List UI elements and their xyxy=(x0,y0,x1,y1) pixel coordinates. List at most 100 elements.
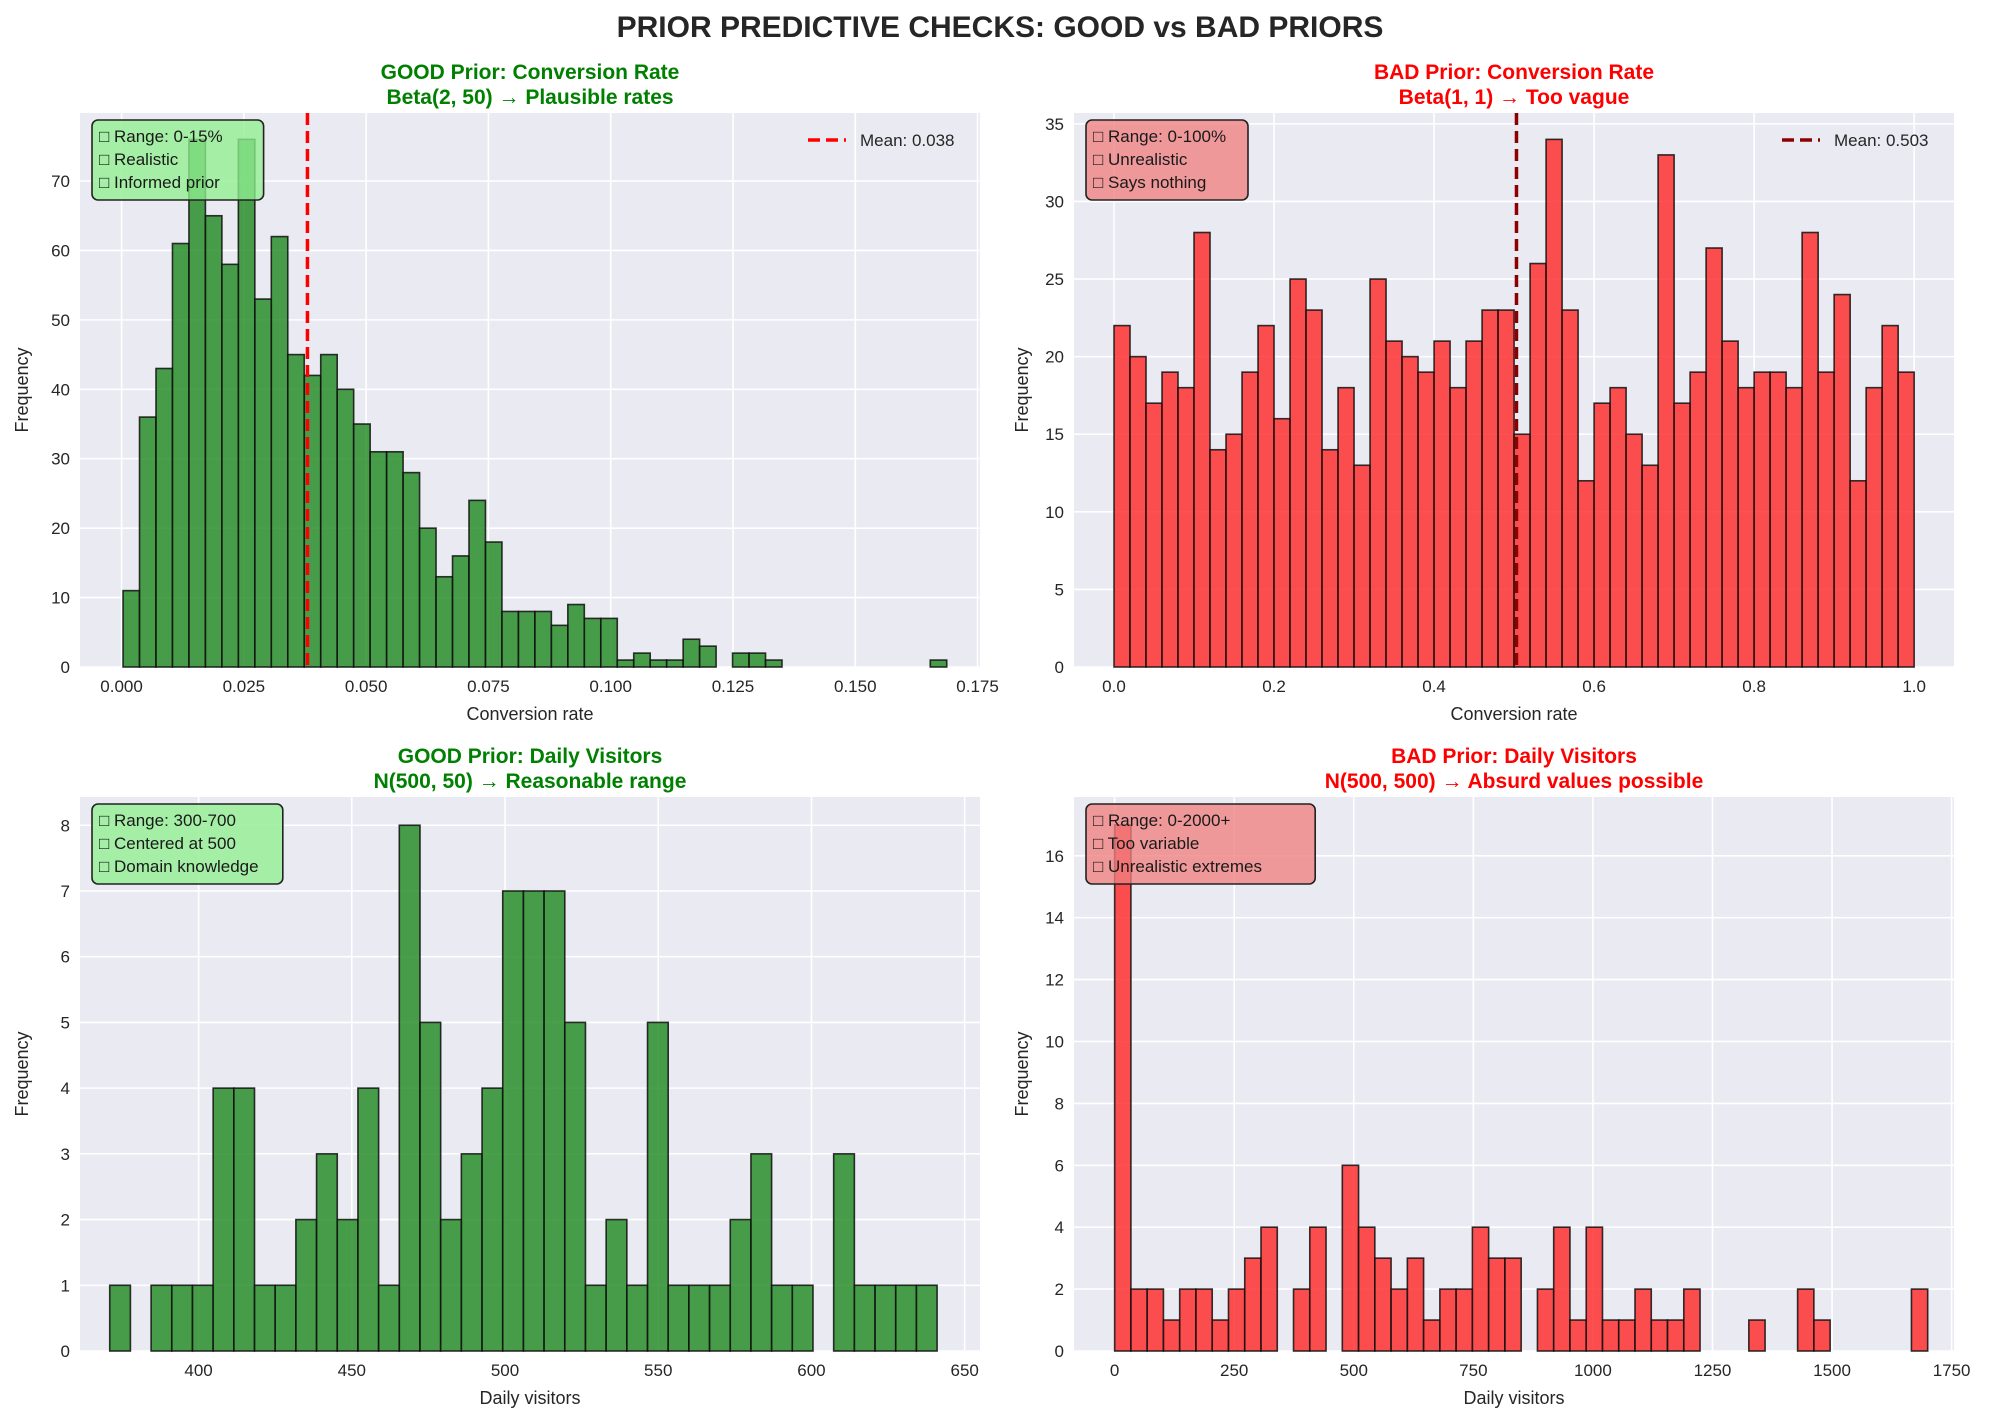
histogram-bar xyxy=(750,1153,773,1352)
annotation-line: □ Range: 0-100% xyxy=(1093,127,1226,146)
histogram-bar xyxy=(1813,1319,1831,1352)
y-tick-label: 8 xyxy=(1055,1094,1064,1113)
x-axis-label: Daily visitors xyxy=(1463,1388,1564,1408)
histogram-bar xyxy=(632,652,652,668)
histogram-bar xyxy=(929,659,948,668)
histogram-bar xyxy=(1529,262,1547,668)
histogram-bar xyxy=(1865,386,1883,668)
annotation-line: □ Domain knowledge xyxy=(99,857,259,876)
histogram-bar xyxy=(1162,1319,1181,1352)
y-tick-label: 5 xyxy=(1055,580,1064,599)
histogram-bar xyxy=(295,1218,318,1352)
histogram-bar xyxy=(770,1284,794,1352)
histogram-bar xyxy=(237,138,256,668)
histogram-bar xyxy=(1536,1288,1555,1352)
y-tick-label: 70 xyxy=(51,172,70,191)
panel-subtitle: Beta(1, 1) → Too vague xyxy=(1399,86,1630,109)
histogram-bar xyxy=(1129,355,1147,668)
histogram-bar xyxy=(398,824,421,1352)
histogram-bar xyxy=(1177,386,1195,668)
histogram-bar xyxy=(188,138,207,668)
histogram-bar xyxy=(1737,386,1755,668)
histogram-bar xyxy=(667,1284,690,1352)
histogram-bar xyxy=(171,242,190,668)
histogram-bar xyxy=(688,1284,711,1352)
y-tick-label: 1 xyxy=(61,1276,70,1295)
x-tick-label: 0.150 xyxy=(834,677,877,696)
histogram-bar xyxy=(1241,371,1259,668)
histogram-bar xyxy=(1289,278,1307,668)
histogram-bar xyxy=(108,1284,132,1352)
histogram-bar xyxy=(1569,1319,1588,1352)
histogram-bar xyxy=(1374,1257,1392,1352)
histogram-bar xyxy=(1577,479,1595,668)
histogram-bar xyxy=(1487,1257,1506,1352)
histogram-bar xyxy=(460,1153,483,1352)
histogram-bar xyxy=(563,1021,587,1352)
x-tick-label: 0.8 xyxy=(1742,677,1766,696)
histogram-bar xyxy=(748,652,767,668)
y-tick-label: 30 xyxy=(51,450,70,469)
histogram-bar xyxy=(1195,1288,1214,1352)
histogram-bar xyxy=(150,1284,173,1352)
histogram-bar xyxy=(1417,371,1435,668)
histogram-bar xyxy=(1385,340,1403,668)
histogram-bar xyxy=(1849,479,1867,668)
histogram-bar xyxy=(336,388,355,668)
bars xyxy=(108,824,938,1352)
annotation-line: □ Realistic xyxy=(99,150,179,169)
histogram-bar xyxy=(254,298,273,668)
histogram-bar xyxy=(1406,1257,1425,1352)
histogram-bar xyxy=(221,263,240,668)
histogram-bar xyxy=(138,416,157,668)
histogram-bar xyxy=(1178,1288,1197,1352)
histogram-bar xyxy=(1609,386,1627,668)
histogram-bar xyxy=(357,1087,380,1352)
histogram-bar xyxy=(191,1284,214,1352)
annotation-line: □ Too variable xyxy=(1093,834,1199,853)
histogram-bar xyxy=(1705,247,1723,668)
histogram-bar xyxy=(439,1218,463,1352)
y-tick-label: 0 xyxy=(1055,658,1064,677)
histogram-bar xyxy=(1209,448,1227,668)
x-tick-label: 0.100 xyxy=(589,677,632,696)
annotation-line: □ Unrealistic extremes xyxy=(1093,857,1262,876)
panel-title: GOOD Prior: Daily Visitors xyxy=(398,745,663,768)
x-tick-label: 1750 xyxy=(1933,1361,1971,1380)
histogram-bar xyxy=(501,610,520,668)
histogram-bar xyxy=(1552,1226,1571,1352)
annotation-line: □ Range: 300-700 xyxy=(99,811,236,830)
histogram-bar xyxy=(1439,1288,1457,1352)
x-tick-label: 500 xyxy=(491,1361,519,1380)
x-tick-label: 0.4 xyxy=(1422,677,1446,696)
histogram-bar xyxy=(286,353,306,668)
x-tick-label: 0.050 xyxy=(345,677,388,696)
y-tick-label: 15 xyxy=(1045,425,1064,444)
y-tick-label: 7 xyxy=(61,882,70,901)
histogram-bar xyxy=(626,1284,649,1352)
histogram-bar xyxy=(1471,1226,1490,1352)
histogram-bar xyxy=(1634,1288,1653,1352)
histogram-bar xyxy=(1481,309,1499,668)
histogram-bar xyxy=(1753,371,1771,668)
y-axis-label: Frequency xyxy=(12,347,32,432)
x-tick-label: 0.075 xyxy=(467,677,510,696)
histogram-bar xyxy=(155,367,174,668)
histogram-bar xyxy=(665,659,684,668)
histogram-bar xyxy=(543,890,566,1352)
histogram-bar xyxy=(1897,371,1915,668)
histogram-bar xyxy=(253,1284,276,1352)
histogram-bar xyxy=(1341,1164,1360,1352)
histogram-bar xyxy=(468,499,487,668)
histogram-bar xyxy=(682,638,701,668)
histogram-bar xyxy=(385,450,404,668)
histogram-bar xyxy=(853,1284,876,1352)
histogram-bar xyxy=(451,555,470,668)
histogram-bar xyxy=(731,652,750,668)
histogram-bar xyxy=(1227,1288,1246,1352)
y-tick-label: 8 xyxy=(61,816,70,835)
histogram-bar xyxy=(1113,324,1131,668)
bars xyxy=(1113,824,1929,1352)
